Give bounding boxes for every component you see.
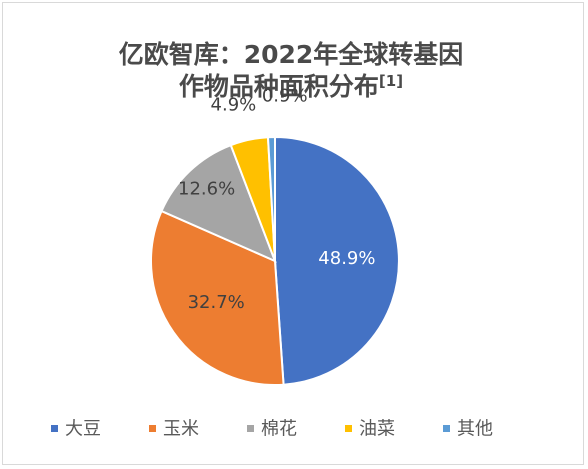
pie-slice-5 (266, 135, 276, 262)
data-label-5: 0.9% (262, 85, 308, 106)
legend-label-4: 油菜 (359, 419, 395, 440)
legend-marker-5 (443, 425, 450, 432)
data-label-1: 48.9% (318, 248, 375, 269)
legend-marker-4 (345, 425, 352, 432)
chart-subtitle-line: 作物品种面积分布[1] (179, 72, 403, 101)
data-label-2: 32.7% (188, 292, 245, 313)
chart-frame: 亿欧智库：2022年全球转基因 作物品种面积分布[1] 48.9% 32.7% 12… (2, 2, 584, 465)
legend-label-3: 棉花 (261, 419, 297, 440)
legend-marker-2 (149, 425, 156, 432)
legend-label-5: 其他 (457, 419, 493, 440)
legend-label-2: 玉米 (163, 419, 199, 440)
legend: 大豆 玉米 棉花 油菜 其他 (51, 419, 493, 440)
pie-slice-3 (160, 143, 277, 263)
data-label-3: 12.6% (178, 179, 235, 200)
legend-marker-3 (247, 425, 254, 432)
pie-slice-2 (150, 209, 285, 386)
chart-title: 亿欧智库：2022年全球转基因 (119, 40, 464, 69)
legend-marker-1 (51, 425, 58, 432)
pie-slices (150, 135, 400, 386)
chart-title-note: [1] (379, 72, 403, 90)
pie-data-labels: 48.9% 32.7% 12.6% 4.9% 0.9% (178, 85, 375, 313)
data-label-4: 4.9% (211, 95, 257, 116)
chart-subtitle: 作物品种面积分布 (179, 72, 379, 101)
pie-slice-1 (274, 135, 400, 386)
legend-label-1: 大豆 (65, 419, 101, 440)
pie-chart: 亿欧智库：2022年全球转基因 作物品种面积分布[1] 48.9% 32.7% 12… (51, 40, 493, 440)
